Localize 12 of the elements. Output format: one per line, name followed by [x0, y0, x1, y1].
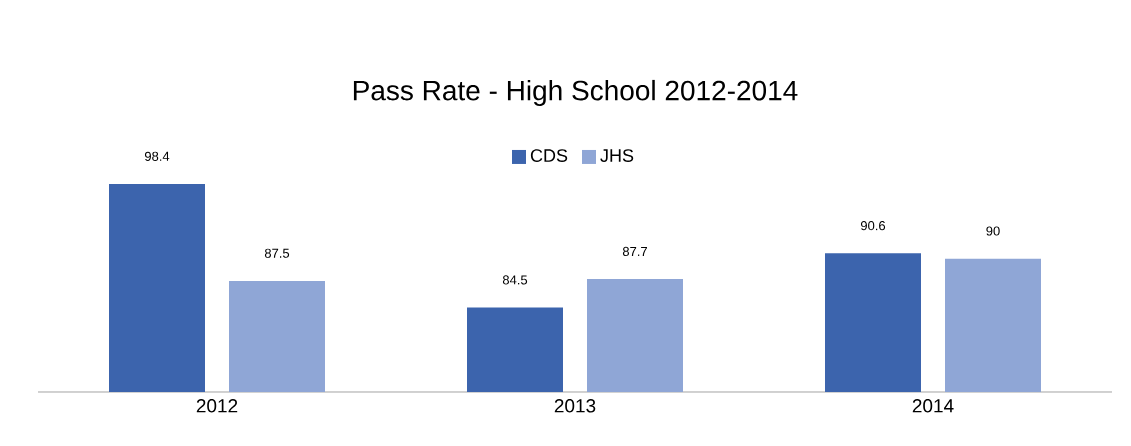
data-label: 87.7: [622, 246, 647, 257]
data-label: 98.4: [144, 151, 170, 161]
x-tick-label: 2013: [554, 399, 596, 413]
data-label: 90: [986, 226, 1000, 236]
x-tick-label: 2012: [196, 399, 238, 413]
legend-label: JHS: [600, 149, 634, 162]
chart-title: Pass Rate - High School 2012-2014: [353, 79, 798, 106]
x-tick-label: 2014: [912, 399, 954, 413]
data-label: 84.5: [502, 275, 528, 285]
data-label: 90.6: [860, 221, 886, 231]
legend-label: CDS: [530, 149, 568, 162]
data-label: 87.5: [264, 248, 290, 258]
